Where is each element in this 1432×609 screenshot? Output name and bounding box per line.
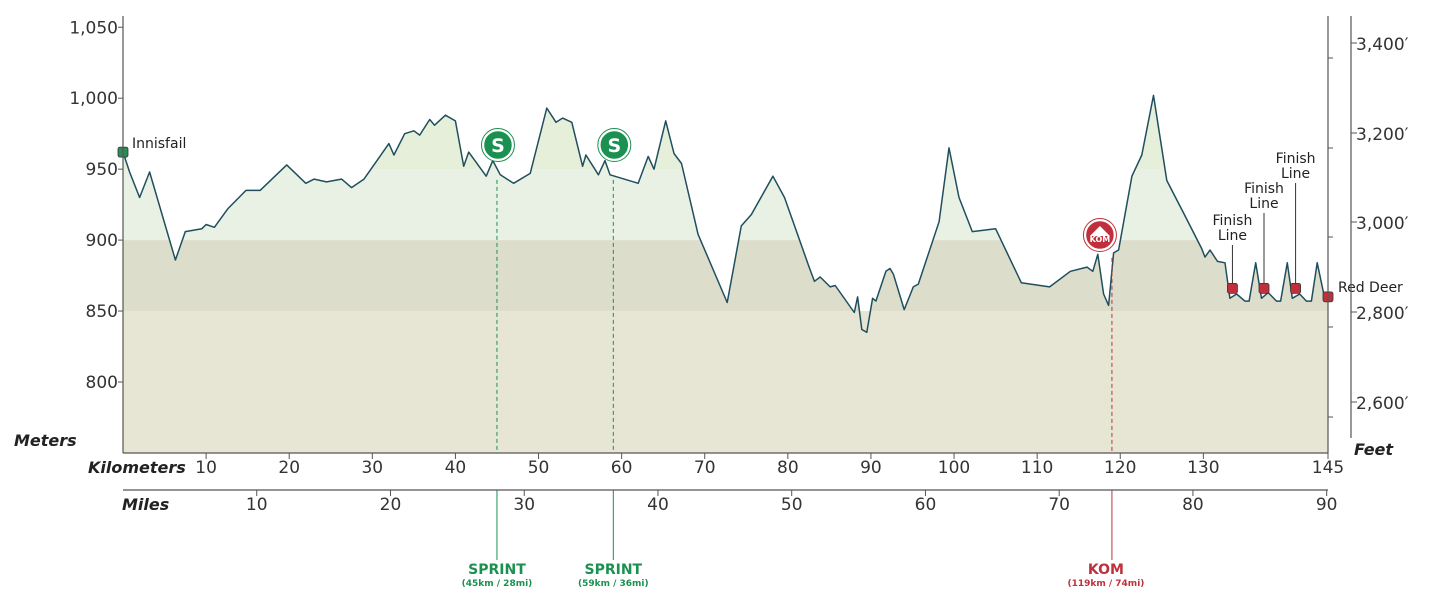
band-900-950 xyxy=(123,169,1328,240)
x-tick-label-km: 145 xyxy=(1312,458,1344,478)
y-tick-label: 800 xyxy=(86,373,118,393)
finish-label: Finish xyxy=(1213,213,1253,229)
x-tick-label-km: 110 xyxy=(1021,458,1053,478)
x-tick-label-km: 50 xyxy=(528,458,550,478)
x-tick-label-mi: 80 xyxy=(1182,495,1204,515)
x-tick-label-km: 70 xyxy=(694,458,716,478)
kom-sublabel: (119km / 74mi) xyxy=(1067,579,1144,589)
x-tick-label-mi: 40 xyxy=(647,495,669,515)
sprint-label: SPRINT xyxy=(585,562,643,578)
y-tick-label: 900 xyxy=(86,231,118,251)
feet-tick-label: 3,200′ xyxy=(1356,125,1409,145)
x-tick-label-km: 120 xyxy=(1104,458,1136,478)
x-tick-label-km: 90 xyxy=(860,458,882,478)
sprint-icon-letter: S xyxy=(491,135,505,157)
x-tick-label-km: 80 xyxy=(777,458,799,478)
y-axis-title-right: Feet xyxy=(1354,440,1394,459)
finish-label: Line xyxy=(1249,196,1278,212)
x-tick-label-mi: 30 xyxy=(513,495,535,515)
x-tick-label-km: 130 xyxy=(1187,458,1219,478)
finish-label: Finish xyxy=(1244,181,1284,197)
sprint-icon-letter: S xyxy=(607,135,621,157)
feet-tick-label: 3,400′ xyxy=(1356,35,1409,55)
y-tick-label: 950 xyxy=(86,160,118,180)
x-tick-label-km: 40 xyxy=(445,458,467,478)
feet-tick-label: 2,800′ xyxy=(1356,304,1409,324)
x-axis-title-miles: Miles xyxy=(122,495,169,514)
x-tick-label-mi: 70 xyxy=(1048,495,1070,515)
finish-label: Line xyxy=(1218,228,1247,244)
band-750-800 xyxy=(123,382,1328,453)
y-tick-label: 1,050 xyxy=(69,18,118,38)
x-tick-label-km: 100 xyxy=(938,458,970,478)
y-tick-label: 850 xyxy=(86,302,118,322)
place-label: Innisfail xyxy=(132,136,186,152)
y-tick-label: 1,000 xyxy=(69,89,118,109)
x-tick-label-mi: 90 xyxy=(1316,495,1338,515)
elevation-bands xyxy=(123,311,1328,453)
x-tick-label-mi: 20 xyxy=(380,495,402,515)
finish-label: Line xyxy=(1281,166,1310,182)
x-axis-title-km: Kilometers xyxy=(88,458,186,477)
x-tick-label-mi: 50 xyxy=(781,495,803,515)
finish-marker xyxy=(1291,283,1301,293)
x-tick-label-km: 60 xyxy=(611,458,633,478)
kom-icon-text: KOM xyxy=(1090,235,1111,244)
kom-label: KOM xyxy=(1088,562,1124,578)
y-axis-title-left: Meters xyxy=(14,431,77,450)
band-800-850 xyxy=(123,311,1328,382)
sprint-sublabel: (59km / 36mi) xyxy=(578,579,649,589)
band-950-1000 xyxy=(123,98,1328,169)
finish-marker xyxy=(1259,283,1269,293)
feet-tick-label: 3,000′ xyxy=(1356,214,1409,234)
band-1000-1060 xyxy=(123,16,1328,98)
x-tick-label-km: 10 xyxy=(195,458,217,478)
x-tick-label-mi: 60 xyxy=(915,495,937,515)
finish-label: Finish xyxy=(1276,151,1316,167)
place-label: Red Deer xyxy=(1338,280,1403,296)
x-tick-label-km: 20 xyxy=(278,458,300,478)
sprint-label: SPRINT xyxy=(468,562,526,578)
sprint-sublabel: (45km / 28mi) xyxy=(462,579,533,589)
finish-marker xyxy=(1227,283,1237,293)
x-tick-label-mi: 10 xyxy=(246,495,268,515)
profile-area xyxy=(123,16,1328,332)
x-tick-label-km: 30 xyxy=(361,458,383,478)
feet-tick-label: 2,600′ xyxy=(1356,394,1409,414)
